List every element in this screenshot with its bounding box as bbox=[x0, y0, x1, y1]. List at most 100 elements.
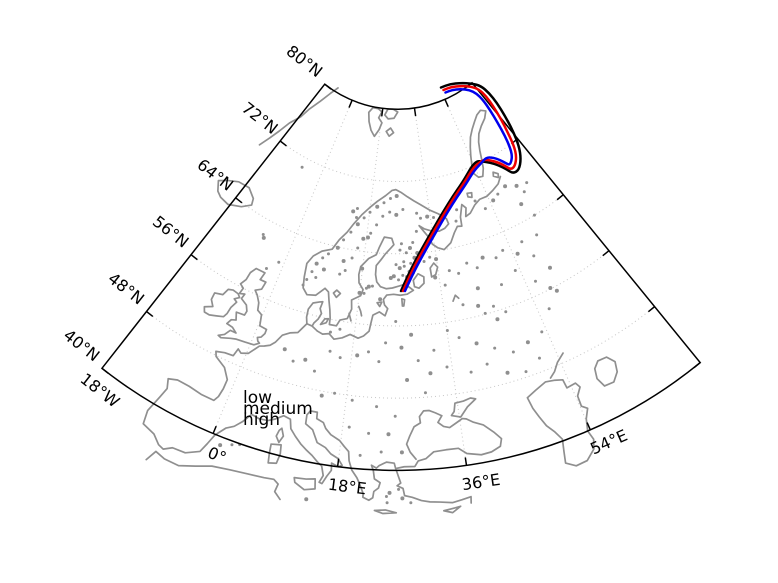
island-lake-dot bbox=[356, 246, 360, 250]
island-lake-dot bbox=[401, 207, 405, 211]
graticule-grid bbox=[146, 99, 655, 467]
lat-tick-80 bbox=[324, 83, 332, 90]
island-lake-dot bbox=[475, 266, 479, 270]
island-lake-dot bbox=[394, 263, 398, 267]
lon-tick-top-0 bbox=[348, 99, 353, 108]
island-lake-dot bbox=[480, 255, 485, 260]
trajectories bbox=[399, 81, 522, 293]
island-lake-dot bbox=[351, 209, 356, 214]
island-lake-dot bbox=[375, 405, 379, 409]
island-lake-dot bbox=[547, 307, 551, 311]
lon-label-36e: 36°E bbox=[461, 470, 502, 494]
island-lake-dot bbox=[491, 198, 496, 203]
island-lake-dot bbox=[312, 369, 316, 373]
island-lake-dot bbox=[493, 346, 497, 350]
island-lake-dot bbox=[388, 276, 393, 281]
coastline-segment bbox=[593, 356, 619, 387]
coastline-segment bbox=[316, 236, 415, 341]
coastline-segment bbox=[395, 469, 473, 504]
island-lake-dot bbox=[416, 359, 420, 363]
island-lake-dot bbox=[394, 212, 399, 217]
island-lake-dot bbox=[511, 350, 515, 354]
island-lake-dot bbox=[519, 202, 524, 207]
coastline-segment bbox=[373, 509, 398, 515]
island-lake-dot bbox=[261, 235, 266, 240]
island-lake-dot bbox=[388, 197, 392, 201]
coastline-segment bbox=[412, 272, 425, 290]
lon-tick-top-54 bbox=[444, 99, 449, 107]
island-lake-dot bbox=[434, 257, 439, 262]
island-lake-dot bbox=[310, 270, 314, 274]
island-lake-dot bbox=[218, 443, 223, 448]
coastline-segment bbox=[385, 127, 395, 137]
legend-item-high: high bbox=[243, 410, 280, 430]
island-lake-dot bbox=[443, 283, 447, 287]
legend-item-low: low bbox=[243, 388, 272, 408]
island-lake-dot bbox=[540, 330, 544, 334]
parallel-64n bbox=[235, 194, 564, 255]
island-lake-dot bbox=[535, 233, 539, 237]
island-lake-dot bbox=[399, 450, 404, 455]
island-lake-dot bbox=[366, 350, 370, 354]
island-lake-dot bbox=[415, 211, 419, 215]
coastline-segment bbox=[450, 397, 477, 418]
island-lake-dot bbox=[428, 255, 432, 259]
island-lake-dot bbox=[532, 213, 536, 217]
coastline-segment bbox=[492, 171, 500, 179]
island-lake-dot bbox=[379, 450, 383, 454]
island-lake-dot bbox=[422, 259, 426, 263]
island-lake-dot bbox=[461, 303, 465, 307]
island-lake-dot bbox=[425, 214, 430, 219]
island-lake-dot bbox=[305, 278, 309, 281]
island-lake-dot bbox=[428, 371, 433, 376]
island-lake-dot bbox=[525, 181, 529, 185]
island-lake-dot bbox=[304, 497, 309, 502]
island-lake-dot bbox=[423, 391, 427, 395]
island-lake-dot bbox=[319, 393, 324, 398]
island-lake-dot bbox=[303, 357, 308, 362]
lon-tick-top-18 bbox=[381, 108, 384, 117]
island-lake-dot bbox=[404, 251, 408, 255]
lat-tick-56 bbox=[190, 254, 198, 261]
island-lake-dot bbox=[525, 340, 530, 345]
island-lake-dot bbox=[399, 242, 403, 246]
island-lake-dot bbox=[520, 240, 524, 244]
island-lake-dot bbox=[393, 414, 397, 418]
island-lake-dot bbox=[397, 487, 401, 491]
coastline-segment bbox=[258, 87, 339, 146]
island-lake-dot bbox=[347, 425, 351, 429]
island-lake-dot bbox=[375, 223, 379, 227]
island-lake-dot bbox=[402, 260, 406, 264]
meridian-0e bbox=[212, 100, 353, 434]
island-lake-dot bbox=[465, 261, 469, 265]
island-lake-dot bbox=[547, 265, 552, 270]
island-lake-dot bbox=[370, 284, 374, 288]
island-lake-dot bbox=[377, 360, 381, 364]
island-lake-dot bbox=[282, 347, 287, 352]
coastline-segment bbox=[429, 262, 439, 278]
island-lake-dot bbox=[548, 286, 553, 290]
island-lake-dot bbox=[432, 348, 436, 352]
lat-tick-64 bbox=[556, 194, 564, 201]
island-lake-dot bbox=[400, 496, 405, 501]
lat-tick-56 bbox=[602, 250, 610, 257]
legend: low medium high bbox=[243, 388, 313, 430]
coastlines bbox=[142, 87, 619, 515]
island-lake-dot bbox=[385, 501, 389, 505]
trajectory-low bbox=[399, 81, 522, 293]
island-lake-dot bbox=[474, 341, 479, 346]
island-lake-dot bbox=[261, 232, 265, 236]
island-lake-dot bbox=[537, 356, 541, 360]
island-lake-dot bbox=[496, 192, 500, 196]
island-lake-dot bbox=[355, 222, 360, 227]
island-lake-dot bbox=[378, 297, 383, 302]
island-lake-dot bbox=[361, 236, 366, 241]
island-lake-dot bbox=[505, 370, 510, 375]
island-lake-dot bbox=[419, 216, 422, 220]
island-lake-dot bbox=[264, 267, 268, 271]
coastline-segment bbox=[400, 298, 406, 307]
island-lake-dot bbox=[476, 303, 481, 308]
island-lake-dot bbox=[504, 310, 508, 314]
meridian-18e bbox=[337, 108, 384, 467]
lat-label-64n: 64°N bbox=[194, 155, 237, 195]
